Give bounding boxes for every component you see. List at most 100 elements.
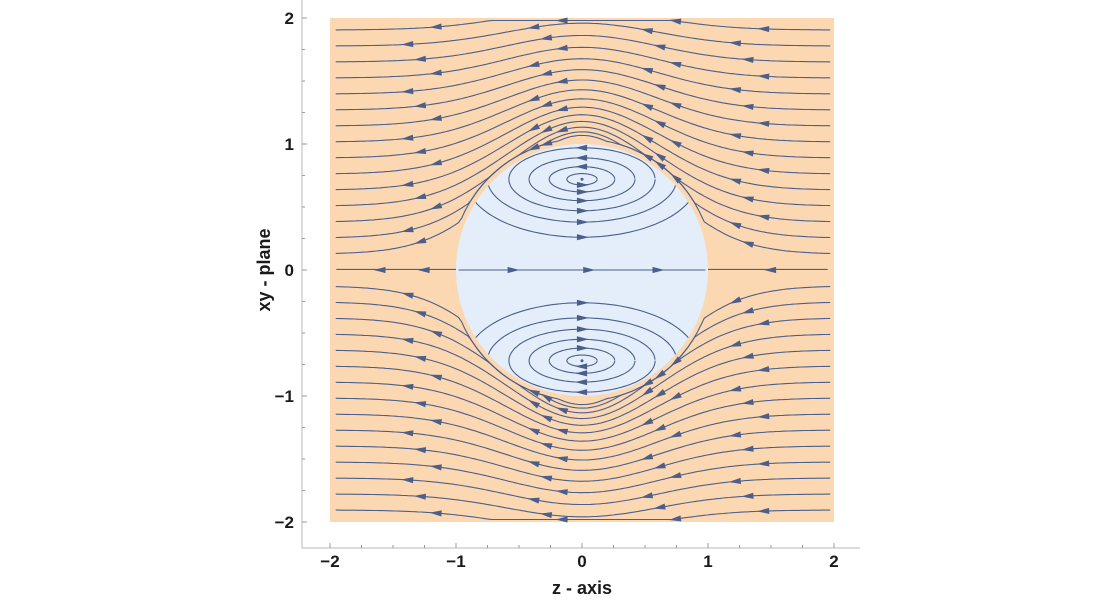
outer-streamline <box>335 126 831 223</box>
streamline-arrow <box>652 266 665 274</box>
streamline-arrow <box>539 512 553 519</box>
outer-streamline <box>335 429 831 471</box>
streamline-arrow <box>576 219 589 226</box>
streamline-arrow <box>668 515 682 522</box>
streamline-arrow <box>640 492 654 499</box>
streamline-arrow <box>555 105 569 112</box>
streamline-arrow <box>401 292 414 299</box>
streamline-arrow <box>429 202 443 210</box>
streamline-arrow <box>576 207 589 214</box>
streamline-arrow <box>527 461 540 468</box>
streamline-arrow <box>669 102 682 110</box>
streamline-arrow <box>757 366 770 373</box>
streamline-arrow <box>641 378 654 387</box>
x-tick-label: 2 <box>829 552 838 571</box>
streamline-arrow <box>640 67 654 75</box>
inner-streamline <box>548 347 616 374</box>
streamline-arrow <box>764 266 777 274</box>
streamline-arrow <box>413 55 427 62</box>
streamline-arrow <box>429 159 443 166</box>
streamline-arrow <box>539 34 553 41</box>
streamline-arrow <box>741 492 754 499</box>
streamline-arrow <box>729 222 742 230</box>
streamline-arrow <box>401 88 414 95</box>
streamline-arrow <box>413 355 427 362</box>
outer-streamline <box>335 286 831 406</box>
streamline-arrow <box>576 314 589 321</box>
streamline-arrow <box>641 153 654 162</box>
streamline-arrow <box>401 180 414 187</box>
streamline-arrow <box>555 125 569 133</box>
outer-streamline <box>335 477 831 506</box>
y-tick-label: 2 <box>285 9 294 28</box>
streamline-arrow <box>576 197 589 204</box>
inner-streamline <box>528 157 636 202</box>
streamline-arrow <box>555 516 568 523</box>
streamline-arrow <box>669 61 682 68</box>
y-tick-label: 1 <box>285 135 294 154</box>
streamline-arrow <box>741 196 754 203</box>
streamline-arrow <box>653 423 667 432</box>
x-tick-label: −1 <box>446 552 465 571</box>
streamline-arrow <box>728 178 742 185</box>
streamline-arrow <box>414 310 427 318</box>
streamline-arrow <box>641 386 654 397</box>
streamline-arrow <box>576 234 589 241</box>
inner-streamline <box>566 173 598 186</box>
streamline-arrow <box>654 152 667 162</box>
streamline-arrow <box>539 69 553 76</box>
axes <box>301 0 860 549</box>
streamline-arrow <box>575 363 588 370</box>
streamline-arrow <box>741 241 755 248</box>
outer-streamline <box>335 114 831 191</box>
y-tick-label: 0 <box>285 261 294 280</box>
outer-streamline <box>335 381 831 442</box>
x-tick-label: −2 <box>320 552 339 571</box>
streamline-arrow <box>429 330 443 338</box>
outer-streamline <box>335 79 831 127</box>
streamline-arrow <box>429 69 442 76</box>
streamline-arrow <box>640 28 654 35</box>
streamline-arrow <box>540 414 553 423</box>
streamline-arrow <box>527 389 540 397</box>
streamline-arrow <box>669 472 682 479</box>
streamline-arrow <box>757 73 770 80</box>
outer-streamline <box>335 413 831 461</box>
streamline-arrow <box>539 475 553 482</box>
x-tick-label: 0 <box>577 552 586 571</box>
outer-streamline <box>335 131 831 239</box>
x-axis-title: z - axis <box>552 578 612 598</box>
streamline-arrow <box>741 445 754 452</box>
outer-streamlines <box>335 17 831 523</box>
streamline-arrow <box>429 114 443 121</box>
streamline-arrow <box>417 266 430 274</box>
streamline-arrow <box>413 193 427 200</box>
x-tick-label: 1 <box>703 552 712 571</box>
streamline-arrow <box>729 296 742 304</box>
streamline-arrow <box>413 147 427 155</box>
inner-streamline <box>566 354 598 367</box>
streamline-arrow <box>576 326 589 333</box>
streamline-arrow <box>728 431 742 438</box>
streamline-arrow <box>413 493 427 500</box>
streamline-arrow <box>555 456 568 463</box>
streamline-arrow <box>757 460 770 467</box>
streamline-arrow <box>540 100 553 108</box>
streamline-arrow <box>728 133 742 140</box>
outer-streamline <box>335 461 831 494</box>
streamline-arrow <box>575 144 588 151</box>
streamline-arrow <box>757 167 770 174</box>
streamline-arrow <box>575 154 588 161</box>
streamline-arrow <box>555 77 568 84</box>
streamline-arrow <box>757 319 770 326</box>
streamline-arrow <box>401 226 414 233</box>
streamline-arrow <box>528 399 541 409</box>
streamline-arrow <box>575 370 588 377</box>
streamline-arrow <box>540 125 553 134</box>
streamline-arrow <box>576 181 589 189</box>
outer-streamline <box>335 365 831 434</box>
streamline-arrow <box>741 56 754 64</box>
outer-streamline <box>335 58 831 95</box>
inner-streamline <box>508 147 656 212</box>
